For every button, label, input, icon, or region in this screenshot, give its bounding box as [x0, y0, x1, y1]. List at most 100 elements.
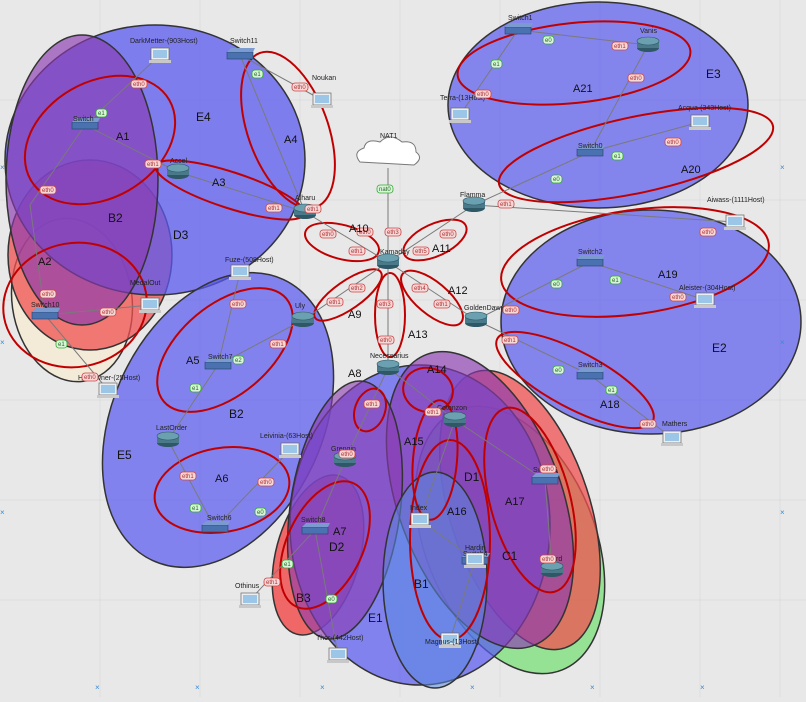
interface-tag[interactable]: eth0: [639, 419, 657, 429]
interface-tag[interactable]: e1: [609, 275, 622, 285]
interface-tag[interactable]: e1: [490, 59, 503, 69]
interface-tag[interactable]: eth1: [363, 399, 381, 409]
interface-tag[interactable]: eth1: [179, 471, 197, 481]
switch3[interactable]: Switch3: [576, 362, 605, 380]
host-fuze[interactable]: Fuze-(508Host): [225, 257, 274, 280]
interface-tag[interactable]: eth0: [439, 229, 457, 239]
interface-tag[interactable]: eth3: [384, 227, 402, 237]
router-kamaday[interactable]: Kamaday: [376, 249, 410, 269]
interface-tag[interactable]: e2: [232, 355, 245, 365]
host-darkmetter[interactable]: DarkMetter-(903Host): [130, 38, 198, 63]
router-necessarius[interactable]: Necessarius: [370, 353, 409, 375]
interface-tag[interactable]: eth0: [669, 292, 687, 302]
host-medalout[interactable]: MedalOut: [130, 280, 161, 313]
interface-tag[interactable]: eth1: [501, 335, 519, 345]
router-vanis[interactable]: Vanis: [636, 28, 660, 52]
host-othinus[interactable]: Othinus: [235, 583, 261, 608]
interface-tag[interactable]: eth1: [424, 407, 442, 417]
svg-text:×: ×: [470, 683, 475, 692]
interface-tag[interactable]: eth0: [699, 227, 717, 237]
router-goldendawn[interactable]: GoldenDawn: [464, 305, 505, 327]
interface-tag[interactable]: eth2: [348, 283, 366, 293]
host-mathers[interactable]: Mathers: [661, 421, 688, 446]
interface-tag[interactable]: eth0: [130, 79, 148, 89]
interface-tag[interactable]: e1: [281, 559, 294, 569]
link-alharu-accel: [177, 171, 306, 213]
interface-tag[interactable]: e0: [325, 594, 338, 604]
interface-tag[interactable]: e1: [611, 151, 624, 161]
interface-tag[interactable]: eth1: [265, 203, 283, 213]
router-lastorder[interactable]: LastOrder: [156, 425, 188, 447]
interface-tag[interactable]: eth4: [411, 283, 429, 293]
interface-tag[interactable]: eth0: [39, 185, 57, 195]
interface-tag[interactable]: eth0: [356, 227, 374, 237]
interface-tag[interactable]: e1: [189, 503, 202, 513]
interface-tag[interactable]: eth0: [377, 335, 395, 345]
router-uly[interactable]: Uly: [291, 303, 315, 327]
switch1[interactable]: Switch1: [504, 15, 533, 35]
interface-tag[interactable]: eth0: [291, 82, 309, 92]
interface-tag[interactable]: eth1: [433, 299, 451, 309]
host-magnus[interactable]: Magnus-(13Host): [425, 632, 479, 648]
interface-tag[interactable]: eth0: [338, 449, 356, 459]
router-accel[interactable]: Accel: [166, 158, 190, 179]
host-aiwass[interactable]: Aiwass-(1111Host): [707, 197, 765, 230]
interface-tag[interactable]: eth1: [263, 577, 281, 587]
interface-tag[interactable]: e0: [254, 507, 267, 517]
nat-cloud[interactable]: NAT1 nat0: [356, 133, 420, 194]
interface-tag[interactable]: eth5: [412, 246, 430, 256]
host-terra[interactable]: Terra-(13Host): [440, 95, 485, 123]
switch2[interactable]: Switch2: [576, 249, 605, 267]
interface-tag[interactable]: eth1: [611, 41, 629, 51]
interface-tag[interactable]: e1: [605, 385, 618, 395]
interface-tag[interactable]: eth0: [39, 289, 57, 299]
area-label-a5: A5: [186, 355, 199, 367]
area-label-a1: A1: [116, 131, 129, 143]
interface-tag[interactable]: eth0: [664, 137, 682, 147]
host-noukan[interactable]: Noukan: [311, 75, 336, 108]
interface-tag[interactable]: e0: [550, 174, 563, 184]
interface-tag[interactable]: e1: [189, 383, 202, 393]
interface-tag[interactable]: eth0: [474, 89, 492, 99]
interface-tag[interactable]: eth1: [269, 339, 287, 349]
interface-tag[interactable]: e1: [95, 108, 108, 118]
interface-tag[interactable]: eth1: [304, 204, 322, 214]
interface-tag[interactable]: eth1: [497, 199, 515, 209]
switch8[interactable]: Switch8: [301, 517, 330, 535]
interface-tag[interactable]: eth0: [502, 305, 520, 315]
interface-tag[interactable]: eth0: [319, 229, 337, 239]
switch7[interactable]: Switch7: [204, 354, 233, 370]
interface-tag[interactable]: eth0: [539, 554, 557, 564]
interface-tag[interactable]: e1: [251, 69, 264, 79]
router-flamma[interactable]: Flamma: [460, 192, 485, 212]
host-halfowner[interactable]: HalfOwner-(25Host): [78, 375, 140, 398]
interface-tag[interactable]: eth0: [229, 299, 247, 309]
host-acqua[interactable]: Acqua-(343Host): [678, 105, 731, 130]
switch6[interactable]: Switch6: [201, 515, 232, 533]
switch0[interactable]: Switch0: [576, 143, 605, 157]
interface-tag[interactable]: eth0: [99, 307, 117, 317]
interface-tag[interactable]: eth0: [627, 73, 645, 83]
host-index[interactable]: Index: [409, 505, 431, 528]
interface-tag[interactable]: eth1: [326, 297, 344, 307]
zone-label-b3: B3: [296, 591, 311, 605]
host-label: Aleister-(304Host): [679, 285, 735, 292]
interface-tag[interactable]: eth0: [81, 372, 99, 382]
host-thor[interactable]: Thor-(442Host): [316, 635, 363, 663]
interface-tag[interactable]: e0: [550, 279, 563, 289]
interface-tag[interactable]: e0: [542, 35, 555, 45]
router-cotonzon[interactable]: Cotonzon: [437, 405, 467, 427]
interface-tag[interactable]: eth0: [539, 464, 557, 474]
host-leivinia[interactable]: Leivinia-(63Host): [260, 433, 313, 458]
host-aleister[interactable]: Aleister-(304Host): [679, 285, 735, 308]
interface-tag[interactable]: eth1: [348, 246, 366, 256]
switch11[interactable]: Switch11: [226, 38, 258, 60]
host-hardin[interactable]: Hardin: [464, 545, 486, 568]
interface-tag[interactable]: e1: [55, 339, 68, 349]
interface-tag[interactable]: eth1: [144, 159, 162, 169]
interface-tag[interactable]: eth3: [376, 299, 394, 309]
interface-tag[interactable]: eth0: [257, 477, 275, 487]
switch10[interactable]: Switch10: [31, 302, 60, 320]
switch[interactable]: Switch: [71, 116, 100, 130]
interface-tag[interactable]: e0: [552, 365, 565, 375]
